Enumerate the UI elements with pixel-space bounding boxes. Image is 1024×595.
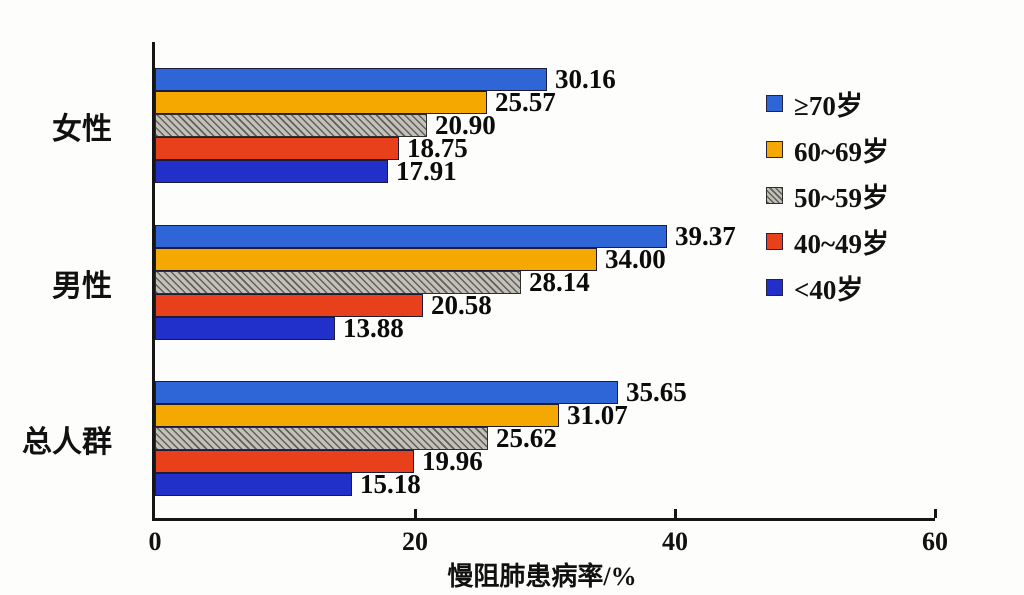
plot-area: 30.16 25.57 20.90 18.75 17.91 39.37 34.00 28.14…	[152, 42, 937, 521]
legend-item-label: <40岁	[794, 274, 864, 305]
bar	[155, 160, 388, 183]
x-axis-tick-label: 40	[662, 527, 688, 556]
x-axis-tick-label: 20	[402, 527, 428, 556]
legend-item-label: 60~69岁	[794, 136, 890, 167]
x-axis-tick	[673, 509, 677, 518]
bar-value-label: 30.16	[555, 64, 616, 94]
x-axis-tick-label: 0	[148, 527, 162, 556]
legend-swatch	[766, 278, 783, 296]
bar-value-label: 31.07	[567, 400, 628, 430]
bar	[155, 381, 618, 404]
legend-item-label: 40~49岁	[794, 228, 890, 259]
legend-swatch	[766, 140, 783, 158]
bar	[155, 473, 352, 496]
legend-item-label: 50~59岁	[794, 182, 890, 213]
legend-item: 40~49岁	[766, 226, 889, 259]
category-label: 男性	[52, 269, 112, 303]
bar-value-label: 20.58	[431, 290, 492, 320]
legend-item: ≥70岁	[766, 88, 889, 121]
legend: ≥70岁 60~69岁 50~59岁 40~49岁 <40岁	[766, 88, 889, 318]
bar-value-label: 15.18	[360, 469, 421, 499]
legend-item: 60~69岁	[766, 134, 889, 167]
bar-value-label: 18.75	[407, 133, 468, 163]
bar	[155, 114, 427, 137]
legend-item: <40岁	[766, 272, 889, 305]
bar-value-label: 25.62	[496, 423, 557, 453]
bar	[155, 68, 547, 91]
legend-item-label: ≥70岁	[794, 90, 863, 121]
bar	[155, 294, 423, 317]
bar-value-label: 19.96	[422, 446, 483, 476]
bar	[155, 404, 559, 427]
bar	[155, 427, 488, 450]
x-axis-title: 慢阻肺患病率/%	[447, 562, 637, 591]
x-axis-tick-label: 60	[922, 527, 948, 556]
bar	[155, 450, 414, 473]
bar-value-label: 28.14	[529, 267, 590, 297]
bar	[155, 271, 521, 294]
bar	[155, 317, 335, 340]
legend-swatch	[766, 186, 783, 204]
bar	[155, 225, 667, 248]
bar-value-label: 20.90	[435, 110, 496, 140]
bar-value-label: 13.88	[343, 313, 404, 343]
bar	[155, 248, 597, 271]
x-axis-tick	[933, 509, 937, 518]
bar-value-label: 39.37	[675, 221, 736, 251]
bar	[155, 91, 487, 114]
bar-value-label: 25.57	[495, 87, 556, 117]
x-axis-tick	[413, 509, 417, 518]
category-label: 总人群	[22, 425, 112, 459]
bar-value-label: 17.91	[396, 156, 457, 186]
legend-item: 50~59岁	[766, 180, 889, 213]
bar-value-label: 34.00	[605, 244, 666, 274]
bar-value-label: 35.65	[626, 377, 687, 407]
legend-swatch	[766, 232, 783, 250]
legend-swatch	[766, 94, 783, 112]
bar	[155, 137, 399, 160]
category-label: 女性	[52, 112, 112, 146]
